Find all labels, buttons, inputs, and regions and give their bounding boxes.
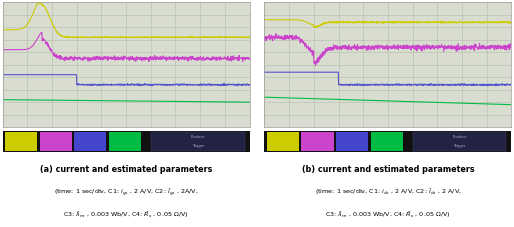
Text: (time: 1 sec/div, C1: $i_{ds}$ , 2 A/V, C2: $\hat{i}_{ds}$ , 2 A/V,: (time: 1 sec/div, C1: $i_{ds}$ , 2 A/V, … <box>315 186 461 197</box>
Text: Trigger: Trigger <box>453 144 466 148</box>
Text: Produce: Produce <box>191 135 205 139</box>
Bar <box>40 132 72 151</box>
Text: Trigger: Trigger <box>192 144 204 148</box>
Bar <box>302 132 334 151</box>
Bar <box>267 132 299 151</box>
Bar <box>413 132 506 151</box>
Bar <box>74 132 106 151</box>
Bar <box>336 132 368 151</box>
Text: (time: 1 sec/div, C1: $i_{gs}$ , 2 A/V, C2: $\hat{i}_{gs}$ , 2A/V,: (time: 1 sec/div, C1: $i_{gs}$ , 2 A/V, … <box>53 186 198 198</box>
Text: C3: $\hat{\lambda}_{m}$ , 0.003 Wb/V, C4: $\hat{R}_{s}$ , 0.05 Ω/V): C3: $\hat{\lambda}_{m}$ , 0.003 Wb/V, C4… <box>63 209 189 220</box>
Bar <box>371 132 403 151</box>
Text: C3: $\hat{\lambda}_{m}$ , 0.003 Wb/V, C4: $\hat{R}_{s}$ , 0.05 Ω/V): C3: $\hat{\lambda}_{m}$ , 0.003 Wb/V, C4… <box>325 209 451 220</box>
Bar <box>151 132 245 151</box>
Bar <box>109 132 141 151</box>
Text: (a) current and estimated parameters: (a) current and estimated parameters <box>40 165 212 174</box>
Bar <box>5 132 37 151</box>
Text: Produce: Produce <box>452 135 467 139</box>
Text: (b) current and estimated parameters: (b) current and estimated parameters <box>302 165 474 174</box>
